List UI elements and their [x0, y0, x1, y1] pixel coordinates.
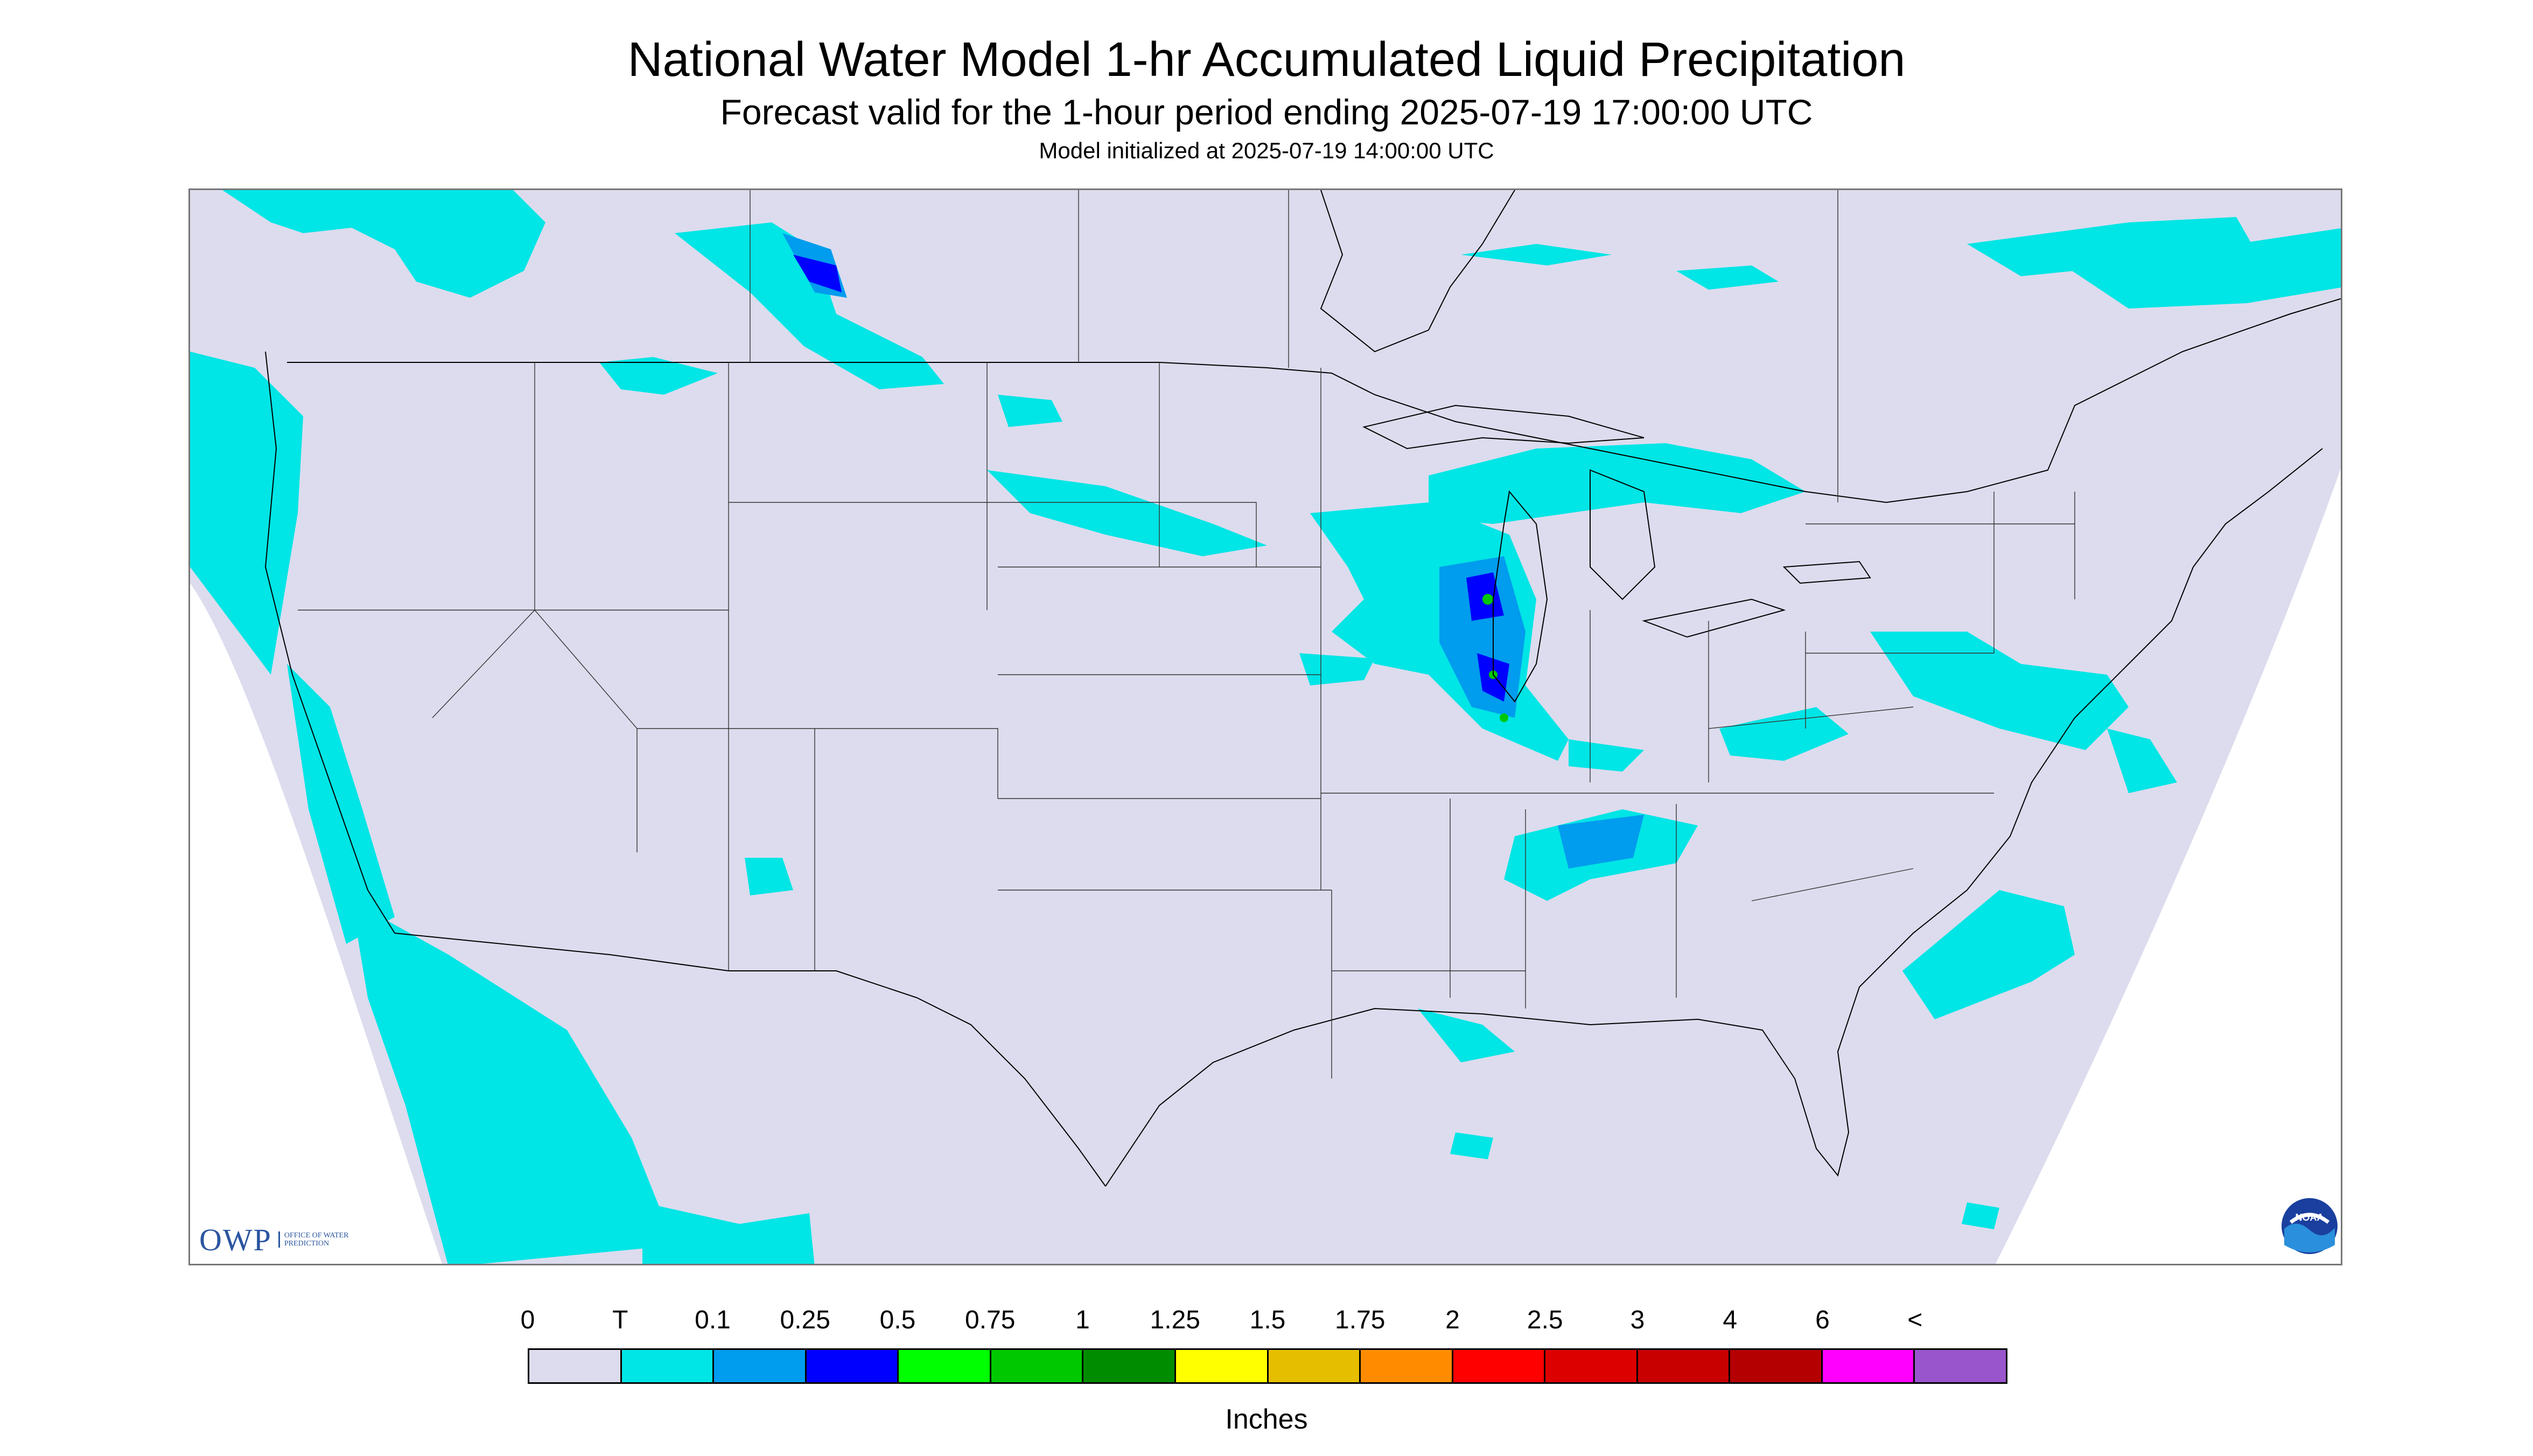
- legend-label: 1.75: [1335, 1306, 1386, 1334]
- legend-label: 2: [1445, 1306, 1460, 1334]
- precip-pacific-baja: [352, 901, 675, 1264]
- precip-atlantic-east: [1902, 890, 2075, 1019]
- legend-swatch: [899, 1350, 991, 1382]
- precip-quebec: [1967, 217, 2258, 276]
- legend-swatch: [1083, 1350, 1176, 1382]
- legend-label: 1.25: [1150, 1306, 1200, 1334]
- legend-label: <: [1907, 1306, 1923, 1334]
- precip-gulf-scatter: [1450, 1132, 1493, 1159]
- legend-swatch: [1638, 1350, 1731, 1382]
- legend-swatch: [529, 1350, 622, 1382]
- forecast-valid-subtitle: Forecast valid for the 1-hour period end…: [720, 92, 1813, 132]
- precipitation-areas: [190, 190, 2341, 1264]
- legend-label: 2.5: [1527, 1306, 1563, 1334]
- owp-logo-text: OFFICE OF WATER PREDICTION: [278, 1231, 360, 1248]
- legend-swatch: [1361, 1350, 1453, 1382]
- lake-erie: [1642, 598, 1786, 638]
- legend-labels: 0 T 0.1 0.25 0.5 0.75 1 1.25 1.5 1.75 2 2.5 3 4 6 <: [0, 1305, 2533, 1338]
- legend-label: 1.5: [1249, 1306, 1286, 1334]
- west-coastline: [264, 351, 395, 934]
- us-canada-border: [287, 298, 2341, 503]
- state-lines: [298, 190, 2075, 1079]
- legend-label: 1: [1075, 1306, 1090, 1334]
- precip-labrador: [2064, 228, 2341, 309]
- legend-swatch: [1175, 1350, 1269, 1382]
- legend-swatch: [1545, 1350, 1638, 1382]
- legend-label: 4: [1723, 1306, 1738, 1334]
- owp-logo: OWP OFFICE OF WATER PREDICTION: [199, 1222, 360, 1257]
- legend-swatch: [1268, 1350, 1361, 1382]
- legend-label: 0.75: [965, 1306, 1016, 1334]
- legend-label: 0.5: [879, 1306, 916, 1334]
- gulf-coastline: [1105, 448, 2323, 1187]
- legend-label: 0: [520, 1306, 535, 1334]
- legend-label: 0.1: [695, 1306, 731, 1334]
- legend-label: 0.25: [780, 1306, 830, 1334]
- political-boundaries: [264, 190, 2341, 1187]
- lake-michigan: [1493, 490, 1548, 703]
- legend-label: T: [612, 1306, 628, 1334]
- precip-mid-atlantic: [1870, 632, 2129, 750]
- legend-swatch: [621, 1350, 715, 1382]
- precip-indiana: [1569, 739, 1644, 772]
- precipitation-map: [188, 188, 2342, 1265]
- us-mexico-border: [394, 933, 1106, 1187]
- precip-core-blue-1: [793, 255, 842, 292]
- precip-baja-south: [642, 1202, 815, 1264]
- precip-iowa: [1299, 653, 1375, 685]
- legend-label: 6: [1815, 1306, 1830, 1334]
- legend-label: 3: [1630, 1306, 1645, 1334]
- precip-nebraska: [987, 470, 1267, 556]
- legend-swatch: [806, 1350, 899, 1382]
- legend-swatch: [1915, 1350, 2006, 1382]
- precip-newfoundland: [1676, 265, 1779, 290]
- map-title: National Water Model 1-hr Accumulated Li…: [627, 33, 1906, 87]
- owp-logo-letters: OWP: [199, 1222, 272, 1257]
- legend-colorbar: [528, 1348, 2007, 1384]
- lake-ontario: [1782, 561, 1871, 584]
- legend-swatch: [1730, 1350, 1823, 1382]
- legend-swatch: [991, 1350, 1084, 1382]
- precip-gulf-coast: [1418, 1009, 1515, 1062]
- precip-great-lakes: [1429, 443, 1806, 524]
- precip-bc: [222, 190, 545, 298]
- precip-dakotas: [998, 395, 1062, 427]
- precip-core-tennessee: [1558, 815, 1644, 869]
- hudson-bay: [1320, 190, 1515, 353]
- precip-caribbean: [1962, 1202, 1999, 1229]
- precip-new-mexico: [745, 858, 793, 895]
- precip-atlantic-coast: [2107, 729, 2177, 793]
- precip-pacific-west: [287, 664, 395, 944]
- precip-ontario: [1461, 244, 1612, 265]
- noaa-logo: NOAA: [2282, 1198, 2338, 1254]
- lake-huron: [1590, 469, 1656, 600]
- precip-ohio-valley: [1719, 707, 1849, 761]
- legend-units: Inches: [1225, 1404, 1308, 1435]
- precip-montana: [599, 357, 718, 395]
- model-init-label: Model initialized at 2025-07-19 14:00:00…: [1039, 138, 1494, 163]
- precip-alberta: [675, 222, 944, 389]
- map-domain: [190, 190, 2341, 1264]
- legend-swatch: [714, 1350, 807, 1382]
- legend-swatch: [1453, 1350, 1546, 1382]
- lake-superior: [1362, 404, 1645, 450]
- noaa-logo-text: NOAA: [2296, 1212, 2324, 1223]
- legend-swatch: [1822, 1350, 1915, 1382]
